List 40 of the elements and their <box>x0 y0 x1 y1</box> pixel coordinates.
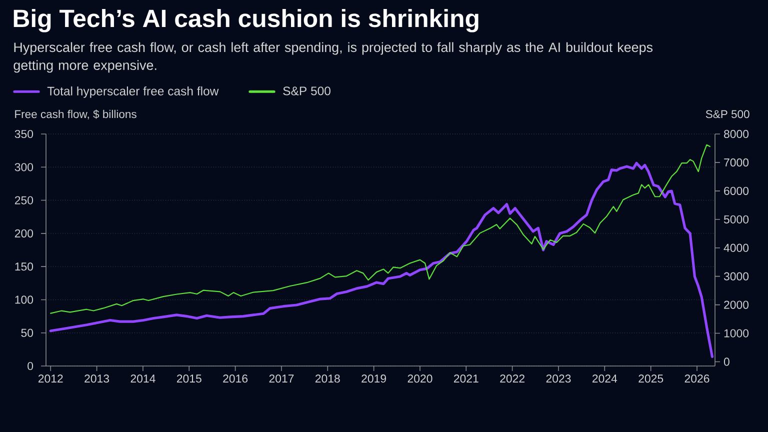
y-tick-label: 50 <box>21 328 34 337</box>
y2-tick-label: 5000 <box>724 215 749 224</box>
y2-tick-label: 0 <box>724 358 730 366</box>
y-tick-label: 0 <box>28 362 34 370</box>
legend-label: S&P 500 <box>283 86 330 96</box>
x-tick-label: 2018 <box>315 374 340 383</box>
x-tick-label: 2014 <box>130 374 156 383</box>
line-series <box>49 162 714 358</box>
x-tick-label: 2012 <box>38 374 63 383</box>
y2-axis-title: S&P 500 <box>706 110 750 118</box>
x-tick-label: 2026 <box>684 374 710 383</box>
y-tick-label: 350 <box>14 130 34 138</box>
chart-title: Big Tech’s AI cash cushion is shrinking <box>14 8 478 32</box>
y2-tick-label: 6000 <box>724 186 749 195</box>
x-tick-label: 2020 <box>408 374 432 383</box>
y-tick-label: 250 <box>14 196 34 204</box>
y-tick-label: 200 <box>14 229 34 238</box>
y2-tick-label: 2000 <box>724 300 749 309</box>
line-series <box>50 144 710 314</box>
x-tick-label: 2025 <box>638 374 664 383</box>
x-tick-label: 2022 <box>500 374 524 383</box>
y-tick-label: 100 <box>15 296 34 304</box>
y-tick-label: 150 <box>15 262 34 271</box>
x-tick-label: 2023 <box>546 374 571 383</box>
y-axis-title: Free cash flow, $ billions <box>15 110 136 120</box>
x-tick-label: 2024 <box>592 374 618 383</box>
x-tick-label: 2021 <box>454 374 478 383</box>
x-tick-label: 2019 <box>362 374 386 383</box>
y2-tick-label: 3000 <box>724 272 749 280</box>
y2-tick-label: 4000 <box>724 244 749 252</box>
x-tick-label: 2016 <box>223 374 248 383</box>
x-tick-label: 2017 <box>269 374 294 383</box>
y2-tick-label: 8000 <box>724 130 749 138</box>
x-tick-label: 2015 <box>176 374 202 383</box>
chart-subtitle: Hyperscaler free cash flow, or cash left after spending, is projected to fall sharply as the AI buildout keeps getting more expensive. <box>14 42 653 73</box>
legend-label: Total hyperscaler free cash flow <box>47 86 219 98</box>
y2-tick-label: 1000 <box>724 329 749 338</box>
y-tick-label: 300 <box>14 163 34 172</box>
x-tick-label: 2013 <box>84 374 110 383</box>
y2-tick-label: 7000 <box>724 158 749 167</box>
